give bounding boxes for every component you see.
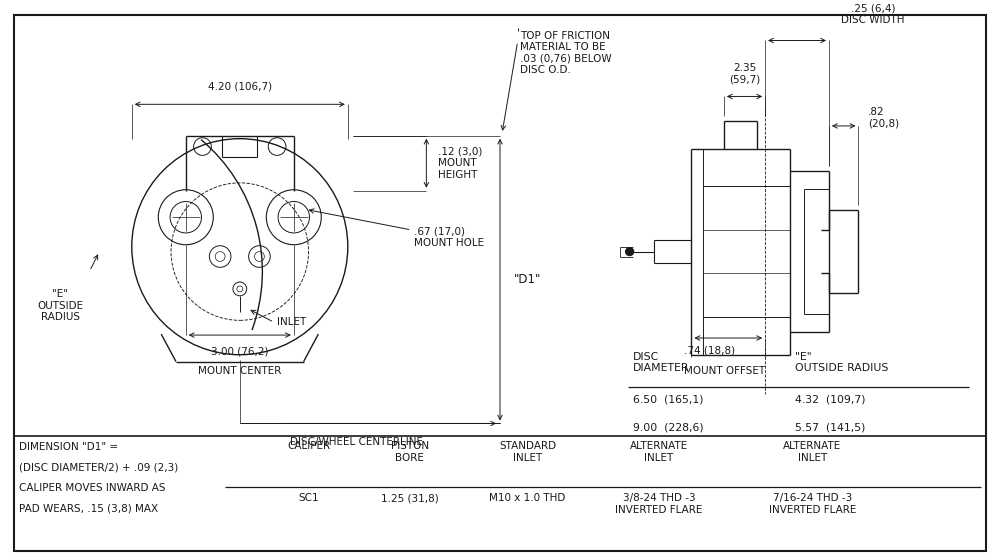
Text: SC1: SC1 [298, 493, 319, 503]
Text: (DISC DIAMETER/2) + .09 (2,3): (DISC DIAMETER/2) + .09 (2,3) [19, 463, 178, 473]
Text: DIMENSION "D1" =: DIMENSION "D1" = [19, 442, 118, 452]
Text: 4.32  (109,7): 4.32 (109,7) [795, 395, 865, 405]
Text: PISTON
BORE: PISTON BORE [391, 441, 429, 463]
Text: 4.20 (106,7): 4.20 (106,7) [208, 82, 272, 92]
Text: STANDARD
INLET: STANDARD INLET [499, 441, 556, 463]
Text: "E"
OUTSIDE
RADIUS: "E" OUTSIDE RADIUS [37, 289, 83, 322]
Text: ALTERNATE
INLET: ALTERNATE INLET [783, 441, 841, 463]
Text: 3/8-24 THD -3
INVERTED FLARE: 3/8-24 THD -3 INVERTED FLARE [615, 493, 703, 515]
Text: .67 (17,0)
MOUNT HOLE: .67 (17,0) MOUNT HOLE [414, 226, 484, 247]
Text: .12 (3,0)
MOUNT
HEIGHT: .12 (3,0) MOUNT HEIGHT [438, 147, 483, 180]
Text: TOP OF FRICTION
MATERIAL TO BE
.03 (0,76) BELOW
DISC O.D.: TOP OF FRICTION MATERIAL TO BE .03 (0,76… [520, 31, 611, 76]
Text: 6.50  (165,1): 6.50 (165,1) [633, 395, 703, 405]
Text: "D1": "D1" [514, 273, 541, 286]
Text: .82
(20,8): .82 (20,8) [868, 107, 899, 129]
Text: 7/16-24 THD -3
INVERTED FLARE: 7/16-24 THD -3 INVERTED FLARE [769, 493, 856, 515]
Text: 3.00 (76,2): 3.00 (76,2) [211, 347, 269, 357]
Text: 2.35
(59,7): 2.35 (59,7) [729, 63, 760, 85]
Text: PAD WEARS, .15 (3,8) MAX: PAD WEARS, .15 (3,8) MAX [19, 504, 158, 514]
Text: 5.57  (141,5): 5.57 (141,5) [795, 423, 865, 433]
Text: 1.25 (31,8): 1.25 (31,8) [381, 493, 439, 503]
Circle shape [626, 247, 634, 256]
Text: "E"
OUTSIDE RADIUS: "E" OUTSIDE RADIUS [795, 352, 888, 374]
Text: CALIPER MOVES INWARD AS: CALIPER MOVES INWARD AS [19, 483, 165, 493]
Text: DISC
DIAMETER: DISC DIAMETER [633, 352, 689, 374]
Text: MOUNT OFFSET: MOUNT OFFSET [684, 365, 765, 375]
Text: CALIPER: CALIPER [287, 441, 330, 451]
Text: INLET: INLET [277, 317, 306, 327]
Text: MOUNT CENTER: MOUNT CENTER [198, 366, 281, 376]
Text: M10 x 1.0 THD: M10 x 1.0 THD [489, 493, 566, 503]
Text: DISC/WHEEL CENTERLINE: DISC/WHEEL CENTERLINE [290, 437, 423, 447]
Text: 9.00  (228,6): 9.00 (228,6) [633, 423, 703, 433]
Text: .74 (18,8): .74 (18,8) [684, 346, 735, 356]
Text: .25 (6,4)
DISC WIDTH: .25 (6,4) DISC WIDTH [841, 3, 905, 25]
Text: ALTERNATE
INLET: ALTERNATE INLET [630, 441, 688, 463]
